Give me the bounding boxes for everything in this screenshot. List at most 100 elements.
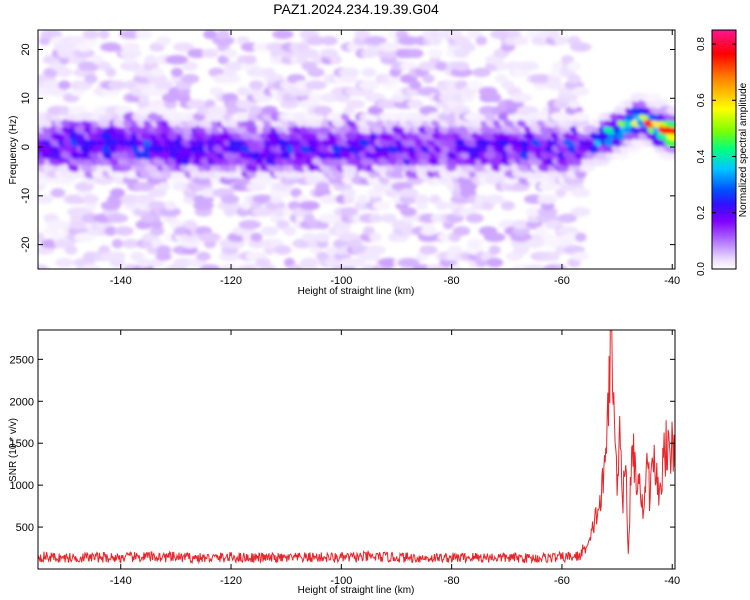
heatmap-cell [346, 99, 366, 109]
heatmap-cell [329, 54, 342, 65]
x-tick-label: -60 [554, 575, 570, 587]
heatmap-cell [84, 74, 98, 84]
spectrogram-y-ticks: -20 -10 0 10 20 [20, 43, 675, 253]
heatmap-cell [417, 232, 439, 243]
heatmap-cell [571, 86, 590, 97]
heatmap-cell [98, 30, 110, 40]
y-tick-label: -20 [20, 237, 32, 253]
heatmap-cell [181, 74, 200, 84]
heatmap-cell [488, 93, 502, 103]
heatmap-cell [525, 207, 544, 217]
heatmap-cell [461, 42, 476, 52]
colorbar-tick-label: 0.0 [696, 262, 707, 276]
heatmap-cell [247, 238, 265, 249]
heatmap-cell [104, 226, 118, 236]
heatmap-cell [243, 54, 257, 65]
heatmap-cell [485, 194, 505, 205]
heatmap-cell [282, 226, 296, 236]
heatmap-cell [157, 181, 170, 192]
y-tick-label: 20 [20, 43, 32, 55]
heatmap-cell [73, 48, 95, 59]
heatmap-cell [435, 200, 448, 211]
heatmap-cell [156, 35, 171, 46]
x-tick-label: -40 [664, 275, 680, 287]
heatmap-cell [357, 80, 380, 90]
colorbar: 0.0 0.2 0.4 0.6 0.8 Normalized spectral ampl… [696, 29, 749, 276]
heatmap-cell [466, 80, 484, 90]
heatmap-cell [523, 264, 546, 269]
heatmap-cell [274, 245, 292, 255]
heatmap-cell [553, 35, 568, 46]
spectrogram-cells [38, 30, 675, 269]
snr-background [38, 330, 675, 569]
heatmap-cell [196, 251, 211, 262]
heatmap-cell [557, 213, 578, 224]
heatmap-cell [109, 251, 126, 262]
heatmap-cell [354, 200, 371, 211]
x-tick-label: -140 [110, 575, 132, 587]
heatmap-cell [568, 99, 580, 109]
heatmap-cell [105, 67, 117, 78]
heatmap-cell [401, 226, 416, 236]
heatmap-cell [354, 30, 371, 40]
y-tick-label: 1000 [10, 480, 34, 492]
heatmap-cell [377, 99, 400, 109]
y-tick-label: 1500 [10, 438, 34, 450]
heatmap-cell [572, 112, 590, 122]
heatmap-cell [387, 74, 404, 84]
heatmap-cell [378, 257, 400, 268]
heatmap-cell [320, 35, 338, 46]
heatmap-cell [121, 42, 141, 52]
heatmap-cell [407, 48, 424, 59]
heatmap-cell [338, 67, 360, 78]
y-tick-label: 10 [20, 92, 32, 104]
snr-series-line [38, 330, 675, 565]
heatmap-cell [164, 200, 177, 211]
heatmap-cell [263, 264, 276, 269]
heatmap-cell [151, 219, 163, 230]
spectrogram-x-ticks: -140 -120 -100 -80 -60 -40 [110, 30, 680, 287]
heatmap-cell [570, 207, 591, 217]
colorbar-tick-label: 0.2 [696, 205, 707, 219]
heatmap-cell [345, 257, 366, 268]
snr-y-ticks: 500 1000 1500 2000 2500 [10, 354, 675, 534]
y-tick-label: 500 [16, 522, 34, 534]
x-tick-label: -120 [220, 575, 242, 587]
heatmap-cell [64, 245, 78, 255]
heatmap-cell [119, 30, 142, 40]
heatmap-cell [216, 30, 231, 40]
y-tick-label: 0 [20, 144, 32, 150]
heatmap-cell [450, 67, 473, 78]
heatmap-cell [453, 61, 470, 71]
heatmap-cell [666, 105, 675, 116]
heatmap-cell [73, 232, 95, 243]
x-tick-label: -40 [664, 575, 680, 587]
heatmap-cell [575, 232, 587, 243]
heatmap-cell [466, 238, 483, 249]
heatmap-cell [156, 245, 172, 255]
y-tick-label: 2500 [10, 354, 34, 366]
heatmap-cell [203, 30, 217, 40]
heatmap-cell [119, 48, 142, 59]
heatmap-cell [109, 188, 125, 198]
heatmap-cell [55, 257, 74, 268]
heatmap-cell [465, 213, 484, 224]
heatmap-cell [537, 194, 558, 205]
heatmap-cell [38, 264, 50, 269]
heatmap-cell [409, 80, 422, 90]
heatmap-cell [306, 35, 326, 46]
x-tick-label: -80 [444, 575, 460, 587]
heatmap-cell [475, 35, 488, 46]
colorbar-tick-label: 0.6 [696, 93, 707, 107]
x-tick-label: -120 [220, 275, 242, 287]
heatmap-cell [46, 219, 69, 230]
heatmap-cell [364, 35, 387, 46]
heatmap-cell [407, 99, 424, 109]
heatmap-cell [372, 200, 392, 211]
heatmap-cell [363, 226, 375, 236]
heatmap-cell [377, 42, 400, 52]
heatmap-cell [300, 48, 319, 59]
heatmap-cell [483, 232, 506, 243]
heatmap-cell [58, 105, 70, 116]
